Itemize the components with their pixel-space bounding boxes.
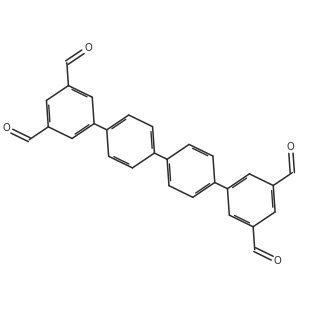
Text: O: O (287, 142, 294, 152)
Text: O: O (2, 123, 10, 133)
Text: O: O (84, 43, 92, 53)
Text: O: O (274, 256, 281, 266)
